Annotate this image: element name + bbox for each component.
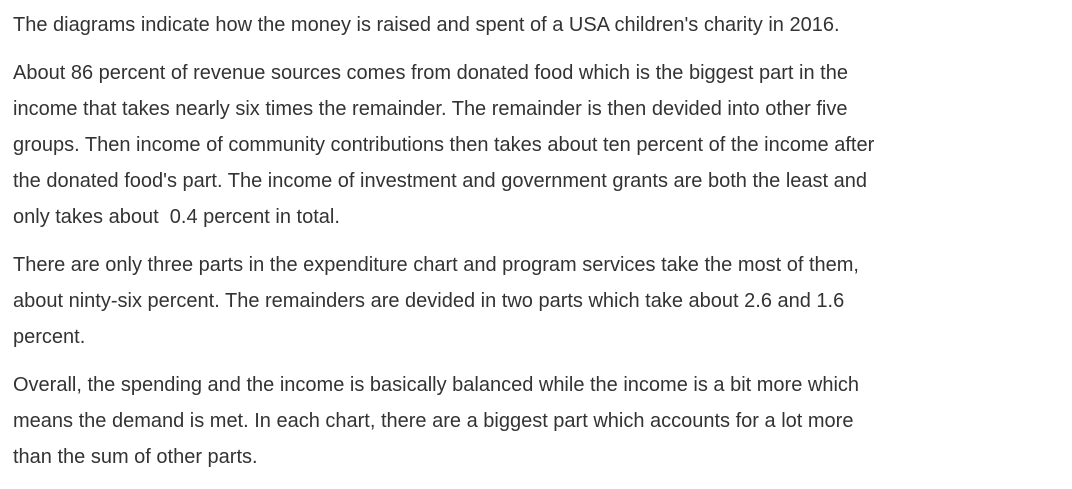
text-line: only takes about 0.4 percent in total.	[13, 206, 340, 228]
document: The diagrams indicate how the money is r…	[13, 7, 1068, 487]
paragraph: Overall, the spending and the income is …	[13, 367, 1068, 475]
text-line: means the demand is met. In each chart, …	[13, 410, 854, 432]
text-line: than the sum of other parts.	[13, 446, 258, 468]
paragraph: About 86 percent of revenue sources come…	[13, 55, 1068, 235]
paragraph: There are only three parts in the expend…	[13, 247, 1068, 355]
text-line: the donated food's part. The income of i…	[13, 170, 867, 192]
text-line: groups. Then income of community contrib…	[13, 134, 875, 156]
text-line: There are only three parts in the expend…	[13, 254, 859, 276]
text-line: Overall, the spending and the income is …	[13, 374, 860, 396]
paragraph: The diagrams indicate how the money is r…	[13, 7, 1068, 43]
text-line: percent.	[13, 326, 86, 348]
text-line: About 86 percent of revenue sources come…	[13, 62, 848, 84]
text-line: income that takes nearly six times the r…	[13, 98, 848, 120]
text-line: about ninty-six percent. The remainders …	[13, 290, 845, 312]
text-line: The diagrams indicate how the money is r…	[13, 14, 840, 36]
